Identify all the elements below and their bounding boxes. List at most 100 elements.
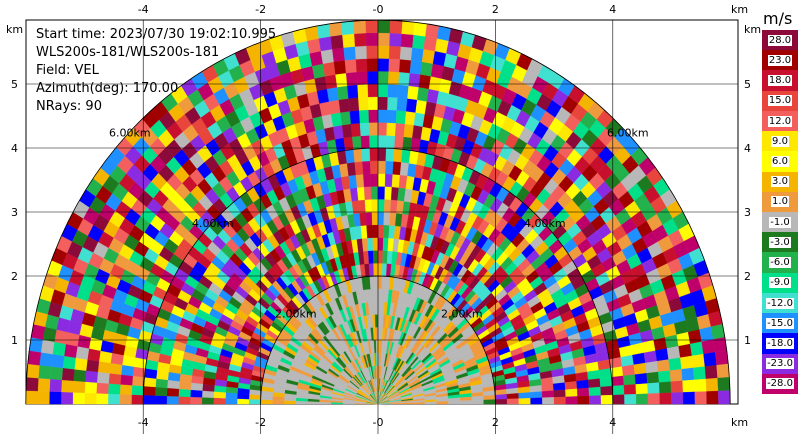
velocity-gate (38, 365, 52, 380)
velocity-gate (393, 148, 403, 163)
y-tick-label: 5 (744, 78, 751, 91)
velocity-gate (690, 341, 704, 357)
velocity-gate (368, 122, 379, 136)
velocity-gate (354, 45, 368, 60)
velocity-gate (377, 122, 388, 136)
velocity-gate (717, 377, 731, 392)
velocity-gate (682, 379, 695, 393)
velocity-gate (634, 373, 648, 385)
velocity-gate (412, 34, 426, 50)
velocity-gate (342, 33, 356, 48)
velocity-gate (344, 59, 357, 74)
velocity-gate (392, 161, 402, 176)
velocity-gate (530, 397, 543, 405)
velocity-gate (49, 366, 63, 381)
velocity-gate (347, 84, 359, 99)
velocity-gate (565, 388, 578, 398)
velocity-gate (370, 160, 379, 174)
velocity-gate (368, 250, 374, 264)
velocity-gate (666, 346, 681, 360)
velocity-gate (410, 47, 424, 62)
velocity-gate (394, 135, 404, 150)
y-tick-label: 2 (744, 270, 751, 283)
velocity-gate (635, 393, 649, 405)
velocity-gate (635, 383, 649, 395)
velocity-gate (356, 186, 366, 201)
velocity-gate (577, 395, 590, 405)
velocity-gate (372, 250, 379, 264)
velocity-gate (576, 379, 589, 389)
velocity-gate (377, 109, 388, 123)
velocity-gate (353, 20, 367, 34)
velocity-gate (483, 399, 496, 405)
velocity-gate (346, 161, 357, 176)
velocity-gate (377, 19, 391, 34)
velocity-gate (84, 392, 97, 405)
velocity-gate (213, 397, 226, 405)
velocity-gate (407, 85, 419, 100)
velocity-gate (542, 397, 555, 405)
velocity-gate (75, 346, 90, 360)
velocity-gate (424, 401, 437, 405)
velocity-gate (366, 58, 379, 72)
velocity-gate (388, 58, 401, 73)
velocity-gate (201, 397, 214, 405)
velocity-gate (658, 381, 672, 394)
velocity-gate (377, 71, 389, 85)
y-tick-label: 4 (11, 142, 18, 155)
velocity-gate (84, 381, 98, 394)
velocity-gate (575, 371, 589, 382)
colorbar-label: -23.0 (766, 358, 794, 370)
velocity-gate (399, 59, 412, 74)
velocity-gate (389, 20, 403, 34)
velocity-gate (352, 135, 362, 150)
velocity-gate (369, 147, 379, 162)
velocity-gate (328, 21, 343, 37)
x-tick-label: -2 (255, 416, 266, 429)
velocity-gate (62, 355, 76, 370)
velocity-gate (357, 84, 369, 98)
velocity-gate (166, 387, 180, 397)
velocity-gate (154, 386, 168, 397)
velocity-gate (471, 399, 484, 405)
velocity-gate (436, 401, 449, 405)
velocity-gate (61, 367, 75, 381)
velocity-gate (395, 122, 406, 137)
velocity-gate (703, 352, 717, 367)
velocity-gate (372, 224, 379, 238)
velocity-gate (377, 173, 386, 187)
velocity-gate (190, 389, 203, 398)
velocity-gate (260, 399, 273, 405)
velocity-gate (37, 377, 51, 392)
velocity-gate (341, 123, 353, 138)
velocity-gate (377, 83, 389, 98)
velocity-gate (377, 263, 383, 277)
velocity-gate (73, 369, 87, 382)
velocity-gate (39, 352, 53, 367)
velocity-gate (600, 394, 613, 405)
start-time-text: Start time: 2023/07/30 19:02:10.995 (36, 27, 277, 42)
velocity-gate (167, 379, 180, 389)
velocity-gate (377, 147, 387, 162)
velocity-gate (350, 122, 361, 137)
velocity-gate (97, 361, 111, 374)
velocity-gate (363, 186, 372, 200)
velocity-gate (49, 378, 62, 393)
velocity-gate (413, 21, 428, 37)
velocity-wedges (25, 19, 731, 405)
velocity-gate (341, 20, 355, 35)
velocity-gate (713, 337, 727, 353)
velocity-gate (27, 350, 42, 366)
velocity-gate (337, 85, 349, 100)
velocity-gate (119, 384, 133, 395)
velocity-gate (620, 354, 634, 367)
colorbar-label: 23.0 (767, 54, 793, 66)
velocity-gate (680, 355, 694, 370)
velocity-gate (375, 327, 379, 341)
velocity-gate (354, 161, 364, 176)
velocity-gate (309, 50, 324, 67)
velocity-gate (382, 237, 389, 251)
velocity-gate (365, 19, 379, 34)
x-tick-label: -4 (138, 3, 149, 16)
colorbar-label: 6.0 (771, 155, 789, 167)
